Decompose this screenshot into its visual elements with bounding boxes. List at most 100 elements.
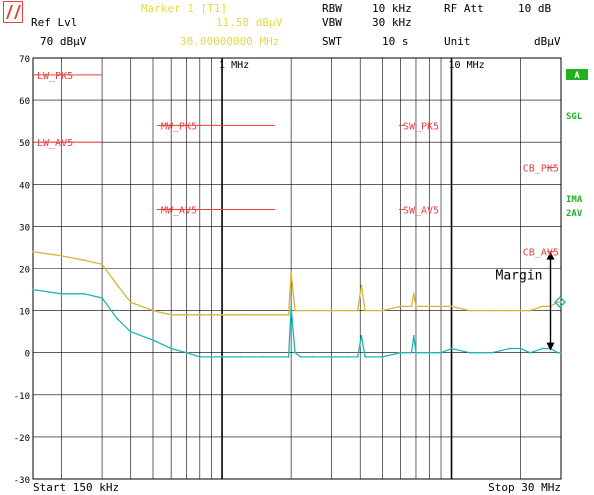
peak-trace-point bbox=[287, 313, 290, 316]
average-trace-point bbox=[541, 347, 544, 350]
average-trace-point bbox=[364, 356, 366, 358]
average-trace-point bbox=[312, 356, 315, 358]
y-tick-label: 50 bbox=[19, 139, 30, 149]
y-tick-label: 10 bbox=[19, 308, 30, 318]
average-trace-point bbox=[529, 351, 531, 354]
average-trace-point bbox=[428, 351, 431, 354]
average-trace-point bbox=[509, 347, 511, 350]
peak-trace-point bbox=[410, 305, 413, 308]
limit-line-label: SW_PK5 bbox=[403, 121, 439, 132]
peak-trace-point bbox=[560, 301, 562, 304]
average-trace-point bbox=[290, 305, 293, 308]
limit-line-label: LW_PK5 bbox=[37, 71, 73, 82]
average-trace-point bbox=[116, 318, 119, 320]
average-trace-point bbox=[345, 356, 348, 358]
sgl-label: SGL bbox=[566, 112, 583, 122]
peak-trace-point bbox=[312, 309, 315, 312]
peak-trace-point bbox=[221, 313, 223, 316]
peak-trace-point bbox=[509, 309, 511, 312]
limit-line-label: MW_PK5 bbox=[161, 121, 197, 132]
peak-trace bbox=[32, 251, 561, 316]
average-trace-point bbox=[356, 356, 359, 358]
peak-trace-point bbox=[299, 309, 302, 312]
peak-trace-point bbox=[345, 309, 348, 312]
limit-line-label: MW_AV5 bbox=[161, 206, 197, 217]
marker-diamond-icon bbox=[554, 296, 566, 309]
y-tick-label: 40 bbox=[19, 181, 30, 191]
y-tick-label: -20 bbox=[14, 434, 30, 444]
x-start-label: Start 150 kHz bbox=[33, 481, 119, 494]
rbw-label: RBW bbox=[322, 2, 342, 15]
margin-arrow-up-head bbox=[546, 251, 555, 260]
average-trace-point bbox=[468, 351, 471, 354]
peak-trace-point bbox=[356, 309, 359, 312]
peak-trace-point bbox=[529, 309, 531, 312]
peak-trace-point bbox=[541, 305, 544, 308]
peak-trace-point bbox=[330, 309, 333, 312]
peak-trace-point bbox=[83, 259, 85, 261]
unit-label: Unit bbox=[444, 35, 471, 48]
average-trace-point bbox=[330, 356, 333, 358]
peak-trace-point bbox=[129, 301, 132, 304]
trace-a-indicator bbox=[566, 69, 588, 80]
average-trace-point bbox=[381, 356, 384, 358]
rohde-schwarz-logo-icon bbox=[3, 1, 23, 23]
swt-value: 10 s bbox=[382, 35, 409, 48]
peak-trace-point bbox=[491, 309, 493, 312]
two-av-label: 2AV bbox=[566, 209, 583, 219]
peak-trace-point bbox=[185, 313, 188, 316]
peak-trace-point bbox=[290, 271, 293, 274]
peak-trace-point bbox=[428, 305, 431, 308]
limit-line-label: SW_AV5 bbox=[403, 206, 439, 217]
unit-value: dBµV bbox=[534, 35, 561, 48]
y-tick-label: 30 bbox=[19, 223, 30, 233]
average-trace-point bbox=[239, 356, 242, 358]
swt-label: SWT bbox=[322, 35, 342, 48]
average-trace-point bbox=[287, 356, 290, 358]
peak-trace-point bbox=[556, 301, 559, 304]
average-trace-point bbox=[198, 356, 201, 358]
ima-label: IMA bbox=[566, 195, 583, 205]
marker-title: Marker 1 [T1] bbox=[141, 2, 228, 15]
y-tick-label: 60 bbox=[19, 97, 30, 107]
x-tick-label: 1 MHz bbox=[219, 60, 249, 71]
margin-arrow-down-head bbox=[546, 342, 555, 351]
x-tick-label: 10 MHz bbox=[449, 60, 485, 71]
peak-trace-point bbox=[412, 292, 415, 295]
peak-trace-point bbox=[294, 309, 296, 312]
peak-trace-point bbox=[519, 309, 522, 312]
peak-trace-point bbox=[399, 305, 402, 308]
y-tick-label: -10 bbox=[14, 392, 30, 402]
ref-lvl-value: 70 dBµV bbox=[40, 35, 87, 48]
average-trace-point bbox=[556, 351, 559, 354]
average-trace-point bbox=[152, 339, 154, 341]
peak-trace-point bbox=[415, 305, 417, 308]
peak-trace-point bbox=[239, 313, 242, 316]
peak-trace-point bbox=[360, 284, 363, 287]
peak-trace-point bbox=[60, 254, 63, 257]
margin-annotation-label: Margin bbox=[496, 269, 543, 284]
average-trace-point bbox=[440, 351, 442, 354]
y-tick-label: 20 bbox=[19, 266, 30, 276]
peak-trace-point bbox=[261, 313, 264, 316]
limit-line-label: LW_AV5 bbox=[37, 138, 73, 149]
peak-trace-point bbox=[152, 309, 154, 312]
average-trace-point bbox=[299, 356, 302, 358]
y-tick-label: 70 bbox=[19, 55, 30, 65]
average-trace-point bbox=[170, 347, 173, 350]
average-trace-point bbox=[32, 288, 34, 291]
limit-line-label: CB_PK5 bbox=[523, 163, 559, 174]
x-stop-label: Stop 30 MHz bbox=[488, 481, 561, 494]
peak-trace-point bbox=[468, 309, 471, 312]
ref-lvl-label: Ref Lvl bbox=[31, 16, 78, 29]
peak-trace-point bbox=[116, 284, 119, 287]
vbw-label: VBW bbox=[322, 16, 342, 29]
rf-att-label: RF Att bbox=[444, 2, 484, 15]
average-trace-point bbox=[415, 351, 417, 354]
average-trace-point bbox=[519, 347, 522, 350]
peak-trace-point bbox=[170, 313, 173, 316]
peak-trace-point bbox=[198, 313, 201, 316]
average-trace-point bbox=[360, 334, 363, 337]
average-trace-point bbox=[185, 351, 188, 354]
